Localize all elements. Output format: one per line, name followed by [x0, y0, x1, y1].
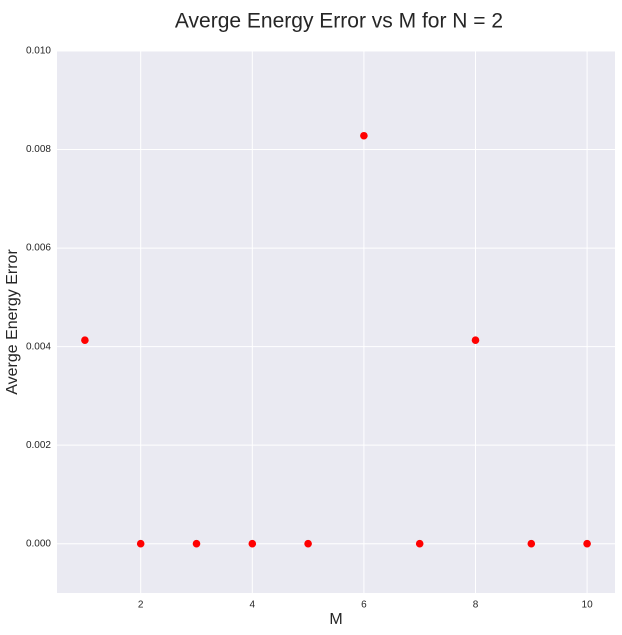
data-point — [415, 539, 424, 548]
data-point — [527, 539, 536, 548]
x-tick-label: 4 — [250, 600, 256, 611]
grid-lines — [57, 50, 615, 593]
chart-title: Averge Energy Error vs M for N = 2 — [175, 10, 503, 33]
scatter-points — [81, 131, 591, 548]
data-point — [360, 131, 368, 140]
data-point — [583, 539, 591, 548]
plot-area — [57, 51, 615, 593]
x-tick-label: 2 — [138, 600, 144, 611]
y-tick-label: 0.000 — [26, 538, 51, 549]
data-point — [248, 539, 257, 548]
x-tick-label: 10 — [582, 600, 594, 611]
data-point — [304, 539, 312, 548]
y-tick-label: 0.006 — [26, 243, 51, 254]
y-tick-label: 0.010 — [26, 46, 51, 57]
x-axis-label: M — [329, 611, 342, 628]
y-axis-ticks: 0.000 0.002 0.004 0.006 0.008 0.010 — [26, 46, 51, 550]
x-tick-label: 8 — [473, 600, 479, 611]
y-tick-label: 0.004 — [26, 341, 51, 352]
data-point — [81, 336, 89, 345]
data-point — [192, 539, 201, 548]
x-axis-ticks: 2 4 6 8 10 — [138, 600, 593, 611]
data-point — [136, 539, 145, 548]
y-axis-label: Averge Energy Error — [4, 249, 21, 395]
data-point — [471, 336, 480, 345]
y-tick-label: 0.008 — [26, 144, 51, 155]
x-tick-label: 6 — [361, 600, 367, 611]
y-tick-label: 0.002 — [26, 440, 51, 451]
